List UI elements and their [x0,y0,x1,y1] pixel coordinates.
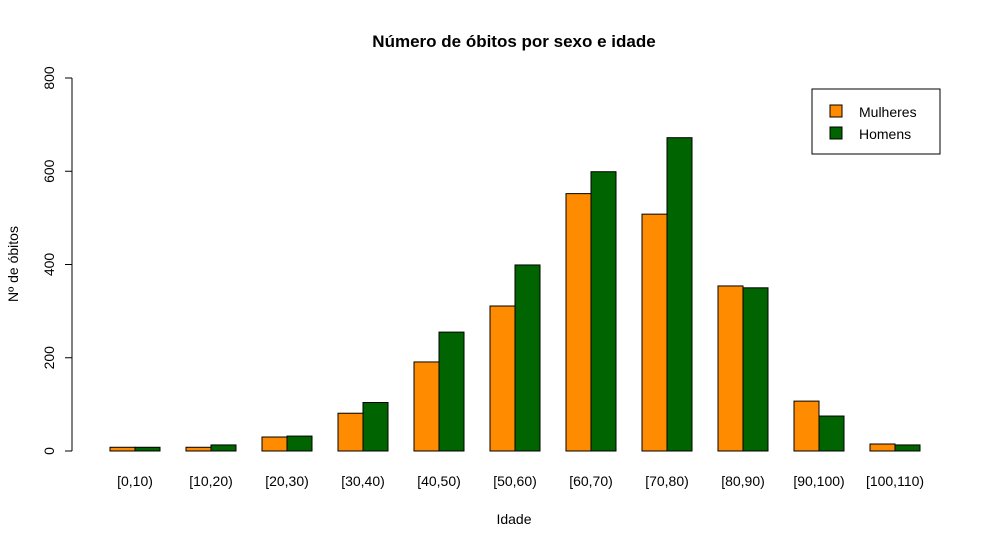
y-ticks: 0 200 400 600 800 [41,66,72,455]
bar-homens-4 [438,331,465,452]
bar-homens-0 [134,446,161,452]
bar-mulheres-1 [185,446,212,452]
bar-homens-9 [818,415,845,452]
bar-mulheres-2 [261,436,288,452]
x-tick-labels: [0,10) [10,20) [20,30) [30,40) [40,50) [50,60… [117,473,924,489]
legend-box [811,88,941,155]
legend-swatch-mulheres [829,104,843,118]
bar-mulheres-3 [337,412,364,452]
y-axis: 0 200 400 600 800 [41,66,73,455]
bar-mulheres-8 [717,285,744,452]
legend: Mulheres Homens [811,88,941,155]
x-tick-label: [70,80) [645,473,689,489]
bar-homens-8 [742,287,769,452]
bar-homens-3 [362,402,389,452]
legend-swatch-homens [829,126,843,140]
x-tick-label: [20,30) [265,473,309,489]
bar-mulheres-4 [413,361,440,452]
y-tick-label: 200 [41,346,57,370]
bar-homens-5 [514,264,541,452]
x-tick-label: [10,20) [189,473,233,489]
x-tick-label: [30,40) [341,473,385,489]
bar-mulheres-7 [641,213,668,452]
bar-mulheres-0 [109,446,136,452]
bar-mulheres-9 [793,400,820,452]
x-tick-label: [60,70) [569,473,613,489]
bar-homens-2 [286,435,313,452]
y-axis-label: Nº de óbitos [5,226,21,302]
y-tick-label: 400 [41,253,57,277]
x-tick-label: [100,110) [866,473,924,489]
bar-homens-7 [666,137,693,452]
x-tick-label: [0,10) [117,473,153,489]
chart-title: Número de óbitos por sexo e idade [372,32,655,51]
x-tick-label: [80,90) [721,473,765,489]
y-tick-label: 600 [41,159,57,183]
y-tick-label: 0 [41,447,57,455]
bars [109,137,921,452]
x-axis-label: Idade [496,511,531,527]
x-tick-label: [90,100) [793,473,844,489]
bar-mulheres-10 [869,443,896,452]
x-tick-label: [50,60) [493,473,537,489]
legend-label-mulheres: Mulheres [859,104,917,120]
y-tick-label: 800 [41,66,57,90]
x-tick-label: [40,50) [417,473,461,489]
legend-label-homens: Homens [859,126,911,142]
bar-homens-6 [590,171,617,452]
bar-homens-1 [210,444,237,452]
bar-homens-10 [894,444,921,452]
bar-mulheres-5 [489,305,516,452]
bar-mulheres-6 [565,193,592,452]
